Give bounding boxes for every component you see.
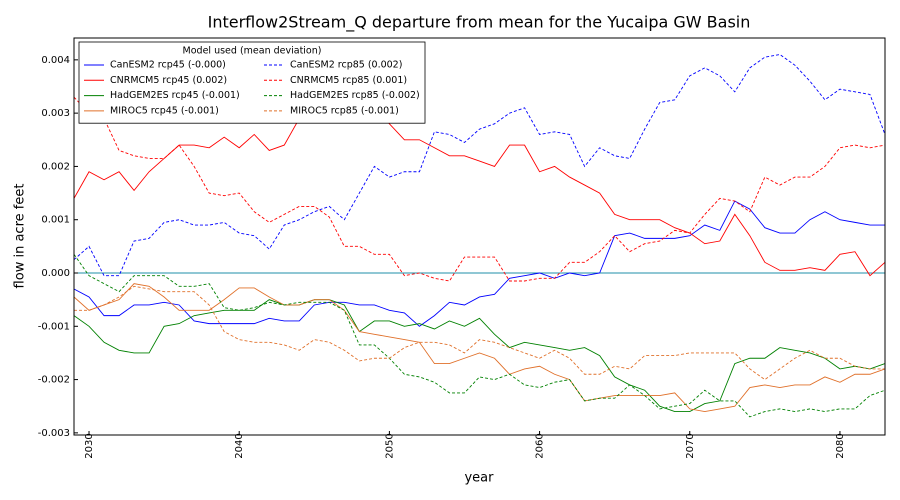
y-tick-label: -0.002 <box>38 375 70 386</box>
series-line <box>73 299 886 412</box>
y-tick-label: 0.003 <box>41 108 70 119</box>
plot-frame <box>73 37 886 436</box>
series-line <box>73 96 886 282</box>
chart-title: Interflow2Stream_Q departure from mean f… <box>208 13 751 33</box>
x-tick-label: 2050 <box>384 433 395 458</box>
legend-title: Model used (mean deviation) <box>183 46 322 57</box>
y-tick-label: 0.004 <box>41 55 70 66</box>
series-line <box>73 54 886 277</box>
series-line <box>73 91 886 277</box>
legend-label: CNRMCM5 rcp45 (0.002) <box>110 75 227 86</box>
x-tick-label: 2070 <box>685 433 696 458</box>
y-tick-label: 0.001 <box>41 215 70 226</box>
legend-box <box>78 41 426 124</box>
legend-label: CanESM2 rcp85 (0.002) <box>290 60 402 71</box>
y-tick-label: -0.003 <box>38 428 70 439</box>
y-tick-label: 0.002 <box>41 161 70 172</box>
legend-label: CNRMCM5 rcp85 (0.001) <box>290 75 407 86</box>
legend-label: MIROC5 rcp85 (-0.001) <box>290 105 399 116</box>
y-tick-label: -0.001 <box>38 321 70 332</box>
series-line <box>73 200 885 327</box>
y-axis-label: flow in acre feet <box>13 184 28 289</box>
legend-label: CanESM2 rcp45 (-0.000) <box>110 60 226 71</box>
x-tick-label: 2030 <box>84 433 95 458</box>
legend-label: HadGEM2ES rcp45 (-0.001) <box>110 90 240 101</box>
series-line <box>73 283 886 413</box>
legend-label: HadGEM2ES rcp85 (-0.002) <box>290 90 420 101</box>
legend-label: MIROC5 rcp45 (-0.001) <box>110 105 219 116</box>
series-line <box>73 254 886 418</box>
series-line <box>74 285 885 381</box>
y-tick-label: 0.000 <box>41 268 70 279</box>
x-tick-label: 2060 <box>535 433 546 458</box>
x-axis-label: year <box>464 471 494 486</box>
x-tick-label: 2080 <box>835 433 846 458</box>
x-tick-label: 2040 <box>234 433 245 458</box>
